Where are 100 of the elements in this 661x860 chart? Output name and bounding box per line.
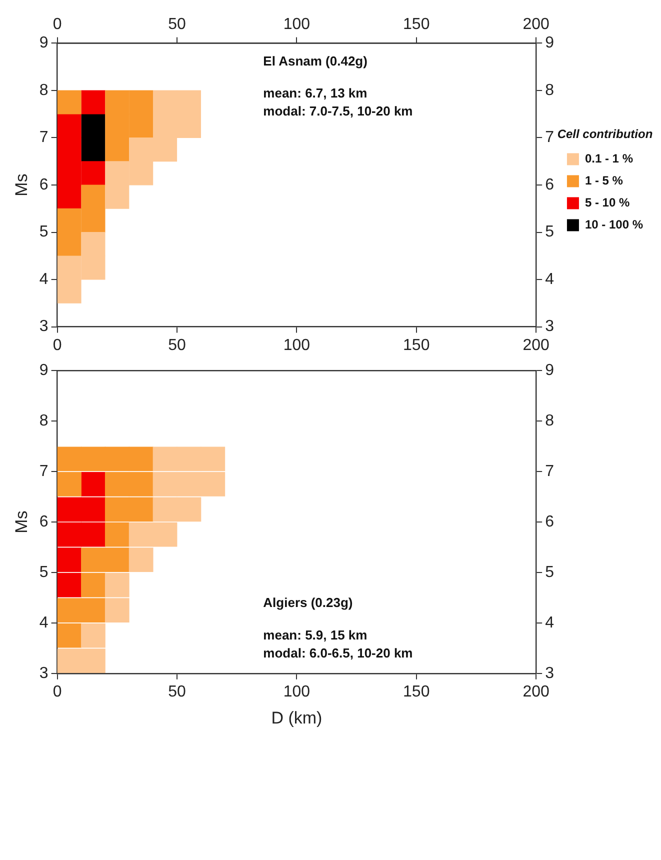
point bbox=[128, 446, 154, 472]
point bbox=[200, 472, 226, 496]
point bbox=[57, 598, 82, 622]
point bbox=[57, 114, 82, 138]
point bbox=[81, 472, 106, 496]
y-tick-label: 4 bbox=[39, 270, 48, 288]
point bbox=[128, 522, 154, 547]
point bbox=[57, 497, 82, 522]
point bbox=[57, 446, 82, 472]
annotation: modal: 6.0-6.5, 10-20 km bbox=[263, 645, 413, 660]
point bbox=[57, 648, 82, 673]
point bbox=[57, 572, 82, 598]
point bbox=[152, 497, 178, 522]
y2-tick-label: 7 bbox=[545, 462, 554, 480]
y2-tick-label: 8 bbox=[545, 82, 554, 99]
y2-tick-label: 8 bbox=[545, 412, 554, 430]
legend-label: 0.1 - 1 % bbox=[584, 152, 634, 166]
point bbox=[57, 472, 82, 496]
point bbox=[81, 522, 106, 547]
x2-tick-label: 100 bbox=[283, 16, 310, 34]
point bbox=[129, 138, 154, 162]
point bbox=[57, 623, 82, 648]
y2-tick-label: 4 bbox=[545, 614, 554, 632]
y2-tick-label: 3 bbox=[545, 318, 554, 336]
x-tick-label: 200 bbox=[522, 683, 550, 700]
point bbox=[104, 522, 130, 547]
point bbox=[57, 208, 82, 232]
legend-label: 10 - 100 % bbox=[584, 218, 644, 232]
y-tick-label: 7 bbox=[39, 462, 48, 480]
point bbox=[105, 90, 130, 114]
point bbox=[176, 114, 201, 138]
point bbox=[81, 232, 106, 256]
point bbox=[105, 161, 130, 186]
point bbox=[200, 446, 226, 472]
point bbox=[81, 161, 106, 186]
point bbox=[129, 90, 154, 114]
point bbox=[176, 90, 201, 114]
annotation: El Asnam (0.42g) bbox=[263, 53, 368, 68]
point bbox=[105, 138, 130, 162]
point bbox=[152, 446, 178, 472]
y2-tick-label: 5 bbox=[545, 564, 554, 581]
point bbox=[152, 522, 178, 547]
point bbox=[152, 138, 178, 162]
point bbox=[81, 572, 106, 598]
point bbox=[57, 232, 82, 256]
y2-tick-label: 9 bbox=[545, 362, 554, 380]
y-tick-label: 3 bbox=[39, 318, 48, 336]
y-tick-label: 8 bbox=[39, 412, 48, 430]
y-tick-label: 8 bbox=[39, 82, 48, 99]
point bbox=[129, 161, 154, 186]
y-tick-label: 6 bbox=[39, 176, 48, 194]
point bbox=[104, 548, 130, 572]
point bbox=[128, 472, 154, 496]
point bbox=[81, 138, 106, 162]
point bbox=[152, 114, 178, 138]
point bbox=[152, 90, 178, 114]
y-tick-label: 7 bbox=[39, 129, 48, 146]
y-tick-label: 4 bbox=[39, 614, 48, 632]
y-tick-label: 5 bbox=[39, 224, 48, 241]
y2-tick-label: 5 bbox=[545, 224, 554, 241]
annotation: mean: 6.7, 13 km bbox=[263, 86, 368, 101]
point bbox=[57, 548, 82, 572]
point bbox=[81, 184, 106, 209]
y2-tick-label: 6 bbox=[545, 176, 554, 194]
point bbox=[104, 598, 130, 622]
y-axis-title: Ms bbox=[12, 174, 31, 196]
annotation: mean: 5.9, 15 km bbox=[263, 627, 368, 642]
legend-label: 1 - 5 % bbox=[584, 174, 624, 188]
point bbox=[57, 256, 82, 280]
x2-tick-label: 50 bbox=[168, 16, 186, 34]
point bbox=[81, 208, 106, 232]
point bbox=[105, 114, 130, 138]
y2-tick-label: 3 bbox=[545, 664, 554, 682]
point bbox=[81, 497, 106, 522]
point bbox=[128, 497, 154, 522]
x-tick-label: 100 bbox=[283, 683, 310, 700]
point bbox=[104, 446, 130, 472]
x2-tick-label: 200 bbox=[522, 16, 550, 34]
point bbox=[81, 648, 106, 673]
y-tick-label: 9 bbox=[39, 362, 48, 380]
point bbox=[81, 114, 106, 138]
point bbox=[152, 472, 178, 496]
x-tick-label: 100 bbox=[283, 336, 310, 354]
point bbox=[176, 497, 202, 522]
point bbox=[81, 548, 106, 572]
x-tick-label: 150 bbox=[403, 683, 430, 700]
point bbox=[81, 598, 106, 622]
point bbox=[81, 623, 106, 648]
point bbox=[176, 446, 202, 472]
y-tick-label: 3 bbox=[39, 664, 48, 682]
y2-tick-label: 4 bbox=[545, 270, 554, 288]
point bbox=[105, 184, 130, 209]
y2-tick-label: 6 bbox=[545, 513, 554, 530]
y-tick-label: 5 bbox=[39, 564, 48, 581]
annotation: Algiers (0.23g) bbox=[263, 595, 353, 610]
point bbox=[104, 572, 130, 598]
y2-tick-label: 9 bbox=[545, 34, 554, 52]
point bbox=[104, 497, 130, 522]
point bbox=[57, 184, 82, 209]
point bbox=[57, 279, 82, 304]
